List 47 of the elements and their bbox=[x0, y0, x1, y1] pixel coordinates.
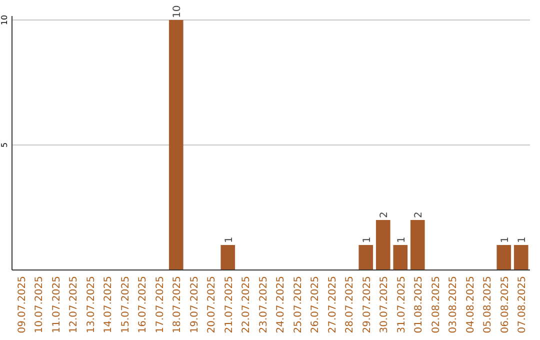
x-tick-label: 24.07.2025 bbox=[276, 276, 287, 334]
data-label: 1 bbox=[396, 236, 408, 243]
x-tick-label: 02.08.2025 bbox=[430, 276, 442, 334]
x-tick-label: 31.07.2025 bbox=[396, 276, 408, 334]
x-tick-label: 04.08.2025 bbox=[465, 276, 476, 334]
y-tick-label: 5 bbox=[0, 142, 9, 148]
x-tick-label: 05.08.2025 bbox=[482, 276, 494, 334]
x-tick-label: 29.07.2025 bbox=[362, 276, 373, 334]
x-tick-label: 17.07.2025 bbox=[154, 276, 166, 334]
data-label: 1 bbox=[500, 236, 511, 243]
x-tick-label: 01.08.2025 bbox=[414, 276, 425, 334]
data-label: 1 bbox=[517, 236, 528, 243]
x-tick-label: 06.08.2025 bbox=[500, 276, 511, 334]
data-label: 10 bbox=[172, 5, 184, 18]
x-tick-label: 22.07.2025 bbox=[241, 276, 252, 334]
data-label: 2 bbox=[379, 212, 390, 218]
x-tick-label: 20.07.2025 bbox=[206, 276, 218, 334]
x-tick-label: 19.07.2025 bbox=[189, 276, 200, 334]
bar bbox=[393, 245, 408, 270]
x-tick-label: 21.07.2025 bbox=[224, 276, 235, 334]
x-tick-label: 10.07.2025 bbox=[34, 276, 46, 334]
x-tick-label: 13.07.2025 bbox=[86, 276, 97, 334]
x-tick-label: 26.07.2025 bbox=[310, 276, 322, 334]
bar bbox=[220, 245, 236, 270]
bar bbox=[168, 20, 184, 270]
x-tick-label: 11.07.2025 bbox=[51, 276, 62, 334]
data-label: 2 bbox=[414, 212, 425, 218]
bar bbox=[376, 220, 390, 270]
x-tick-label: 16.07.2025 bbox=[138, 276, 149, 334]
x-tick-label: 28.07.2025 bbox=[344, 276, 356, 334]
bar bbox=[358, 245, 374, 270]
x-tick-label: 03.08.2025 bbox=[448, 276, 460, 334]
x-tick-label: 25.07.2025 bbox=[292, 276, 304, 334]
x-tick-label: 09.07.2025 bbox=[16, 276, 28, 334]
bar bbox=[410, 220, 425, 270]
bar bbox=[514, 245, 528, 270]
x-tick-label: 07.08.2025 bbox=[517, 276, 528, 334]
x-tick-label: 12.07.2025 bbox=[68, 276, 80, 334]
x-tick-label: 30.07.2025 bbox=[379, 276, 390, 334]
x-tick-label: 14.07.2025 bbox=[103, 276, 114, 334]
bar bbox=[496, 245, 512, 270]
data-label: 1 bbox=[224, 236, 235, 243]
x-tick-label: 23.07.2025 bbox=[258, 276, 270, 334]
data-label: 1 bbox=[362, 236, 373, 243]
x-tick-label: 27.07.2025 bbox=[327, 276, 338, 334]
x-tick-label: 15.07.2025 bbox=[120, 276, 132, 334]
x-tick-label: 18.07.2025 bbox=[172, 276, 184, 334]
